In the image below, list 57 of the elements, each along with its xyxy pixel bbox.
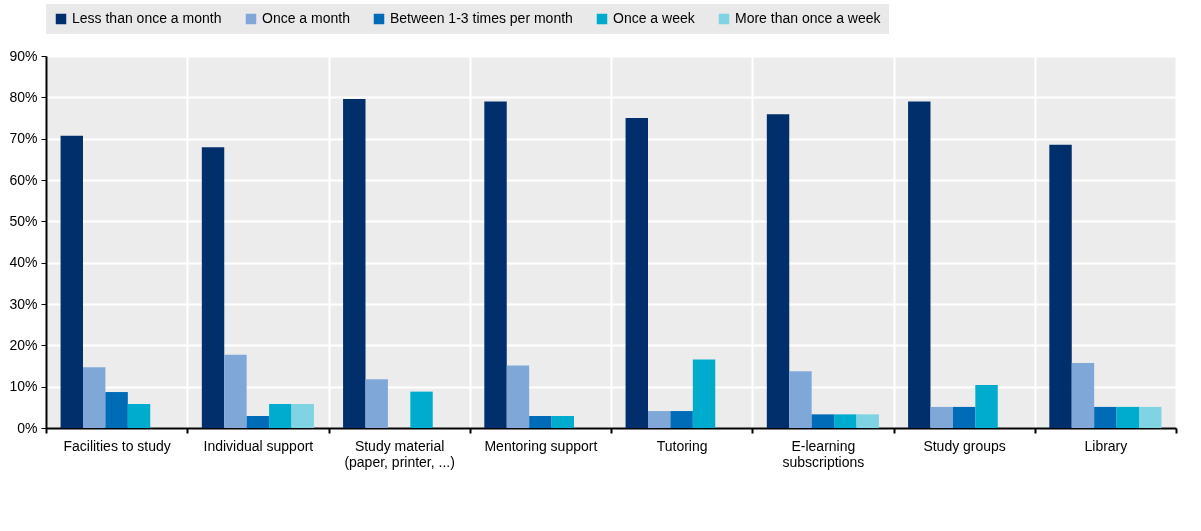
y-tick-label: 10% [9,378,38,395]
bar [692,359,716,428]
x-tick-label: Study groups [923,437,1006,454]
y-tick-label: 60% [9,171,38,188]
x-tick-label: Library [1084,437,1128,454]
y-tick-label: 30% [9,295,38,312]
bar [410,391,433,428]
x-tick-label: Facilities to study [63,437,171,454]
bar [1049,144,1072,428]
y-tick-label: 40% [9,254,38,271]
bar [766,114,790,428]
legend-label: Between 1-3 times per month [390,10,573,26]
bar [506,365,530,428]
bar [127,404,151,428]
y-tick-label: 50% [9,212,38,229]
bar [952,406,976,428]
bar [291,404,314,428]
bar [365,379,388,428]
bar [551,416,575,428]
bar [625,118,648,428]
y-tick-label: 70% [9,130,38,147]
x-tick-label: Individual support [203,437,314,454]
bar [1094,406,1117,428]
legend-label: Once a month [262,10,350,26]
bar [1139,406,1162,428]
bar [834,414,857,428]
bar [856,414,879,428]
bar [343,98,366,428]
bar [789,371,812,428]
bar [529,416,552,428]
bar [930,406,953,428]
bar [105,392,128,428]
x-tick-label: Mentoring support [484,437,598,454]
bar [670,411,693,428]
bar [975,385,998,428]
bar [82,367,106,428]
x-tick-label: E-learning subscriptions [782,437,865,470]
bar [60,135,83,428]
bar [908,101,931,428]
bar [246,416,270,428]
bar [1071,363,1095,428]
legend-label: More than once a week [735,10,882,26]
bar [269,404,292,428]
bar [647,411,671,428]
bar [811,414,835,428]
bar [201,147,225,428]
legend-label: Less than once a month [72,10,222,26]
bar [484,101,507,428]
bar [224,354,247,428]
x-tick-label: Study material (paper, printer, ...) [344,437,455,470]
bar [1116,406,1140,428]
y-tick-label: 90% [9,47,38,64]
legend-label: Once a week [613,10,696,26]
y-tick-label: 0% [17,419,38,436]
y-tick-label: 20% [9,336,38,353]
y-tick-label: 80% [9,88,38,105]
x-tick-label: Tutoring [656,437,708,454]
